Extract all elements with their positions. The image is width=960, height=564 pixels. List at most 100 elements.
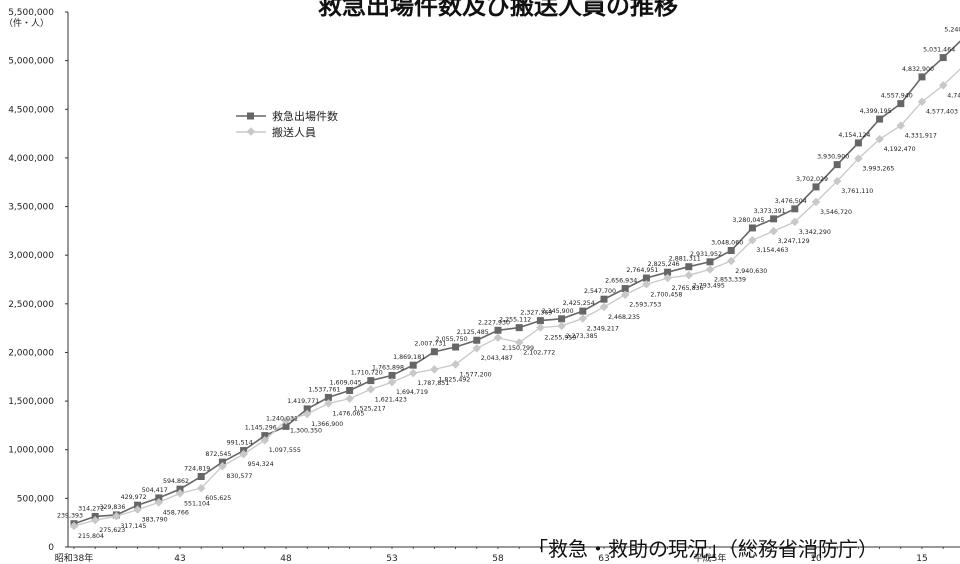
data-label-series-1: 275,623 [99, 527, 125, 534]
data-label-series-0: 2,255,112 [499, 317, 531, 324]
series-1-point [451, 360, 460, 369]
data-label-series-0: 2,656,934 [605, 278, 637, 285]
legend-label-series-0: 救急出場件数 [272, 109, 338, 123]
series-0-point [430, 348, 438, 356]
series-0-point [876, 115, 884, 123]
data-label-series-0: 1,145,296 [245, 425, 277, 432]
data-label-series-1: 383,790 [142, 517, 168, 524]
series-0-point [727, 247, 735, 255]
data-label-series-0: 5,031,464 [923, 47, 955, 54]
x-tick-label: 63 [598, 554, 609, 564]
data-label-series-0: 872,545 [205, 451, 231, 458]
series-0-point [897, 100, 905, 108]
series-0-point [770, 215, 778, 223]
data-label-series-0: 1,537,761 [308, 386, 340, 393]
series-1-point [536, 323, 545, 332]
legend-label-series-1: 搬送人員 [272, 125, 316, 139]
data-label-series-0: 2,825,246 [648, 261, 680, 268]
data-label-series-1: 2,043,487 [481, 355, 513, 362]
data-label-series-1: 317,145 [120, 523, 146, 530]
y-tick-label: 3,000,000 [8, 251, 54, 261]
series-0-point [346, 386, 354, 394]
data-label-series-0: 2,881,311 [669, 256, 701, 263]
y-tick-label: 3,500,000 [8, 203, 54, 213]
y-tick-label: 1,500,000 [8, 397, 54, 407]
data-label-series-0: 3,476,504 [775, 198, 807, 205]
data-label-series-0: 314,272 [78, 505, 104, 512]
data-label-series-0: 3,373,391 [754, 208, 786, 215]
series-0-point [939, 54, 947, 62]
legend-marker-series-0 [247, 112, 254, 120]
data-label-series-0: 5,240,000 [944, 26, 960, 33]
data-label-series-0: 991,514 [227, 440, 253, 447]
series-1-point [324, 399, 333, 408]
series-0-point [324, 393, 332, 401]
series-0-point [409, 361, 417, 369]
data-label-series-0: 1,869,181 [393, 354, 425, 361]
x-tick-label: 15 [916, 554, 927, 564]
data-label-series-0: 2,547,700 [584, 288, 616, 295]
data-label-series-0: 2,345,900 [542, 308, 574, 315]
data-label-series-0: 2,055,750 [436, 336, 468, 343]
series-1-point [599, 302, 609, 312]
series-0-point [261, 432, 269, 440]
data-label-series-1: 1,525,217 [354, 406, 386, 413]
data-label-series-1: 1,476,065 [332, 410, 364, 417]
data-label-series-1: 2,940,630 [735, 268, 767, 275]
data-label-series-0: 1,763,898 [372, 364, 404, 371]
data-label-series-0: 1,240,031 [266, 415, 298, 422]
data-label-series-1: 954,324 [248, 461, 274, 468]
x-tick-label: 平成5年 [694, 552, 727, 564]
series-0-point [621, 285, 629, 293]
series-0-point [303, 405, 311, 413]
series-0-point [176, 485, 184, 493]
data-label-series-1: 2,273,385 [566, 333, 598, 340]
series-1-point [260, 435, 270, 445]
data-label-series-1: 215,804 [78, 533, 104, 540]
data-label-series-0: 2,227,930 [478, 319, 510, 326]
data-label-series-1: 3,154,463 [756, 247, 788, 254]
data-label-series-0: 724,819 [184, 465, 210, 472]
data-label-series-1: 2,255,959 [544, 335, 576, 342]
chart-title: 救急出場件数及び搬送人員の推移 [318, 0, 678, 20]
y-unit-label: （件・人） [4, 17, 49, 29]
y-tick-label: 2,000,000 [8, 348, 54, 358]
series-0-point [706, 258, 714, 266]
series-1-point [302, 409, 312, 419]
series-0-point [854, 139, 862, 147]
y-tick-label: 4,500,000 [8, 105, 54, 115]
series-0-point [494, 326, 502, 334]
data-label-series-1: 2,102,772 [523, 349, 555, 356]
data-label-series-0: 4,154,124 [838, 132, 870, 139]
y-axis: 0 500,000 1,000,000 1,500,000 2,000,000 2,500… [8, 8, 69, 553]
series-0-point [515, 324, 523, 332]
data-label-series-1: 3,247,129 [778, 238, 810, 245]
series-1-point [620, 290, 630, 299]
data-label-series-1: 4,331,917 [905, 133, 937, 140]
series-1-point [154, 498, 164, 507]
data-label-series-0: 329,836 [99, 504, 125, 511]
data-label-series-1: 2,593,753 [629, 302, 661, 309]
series-1-point [514, 338, 524, 347]
series-0-point [473, 336, 481, 344]
x-tick-label: 58 [492, 554, 504, 564]
x-tick-label: 10 [810, 554, 822, 564]
series-1-point [387, 377, 397, 387]
series-1-point [472, 343, 482, 353]
data-label-series-1: 1,300,350 [290, 428, 322, 435]
series-0-point [197, 472, 205, 480]
data-label-series-1: 1,097,555 [269, 447, 301, 454]
series-1-point [345, 394, 354, 403]
series-1-point [218, 461, 227, 471]
series-1-point [663, 273, 672, 283]
series-0-point [664, 268, 672, 276]
data-label-series-0: 3,702,029 [796, 176, 828, 183]
data-label-series-0: 1,710,720 [351, 370, 383, 377]
y-tick-label: 1,000,000 [8, 446, 54, 456]
data-label-series-1: 1,694,719 [396, 389, 428, 396]
y-tick-label: 5,500,000 [8, 8, 54, 18]
series-0-point [367, 377, 375, 385]
data-label-series-1: 2,853,339 [714, 276, 746, 283]
data-label-series-1: 3,993,265 [862, 166, 894, 173]
